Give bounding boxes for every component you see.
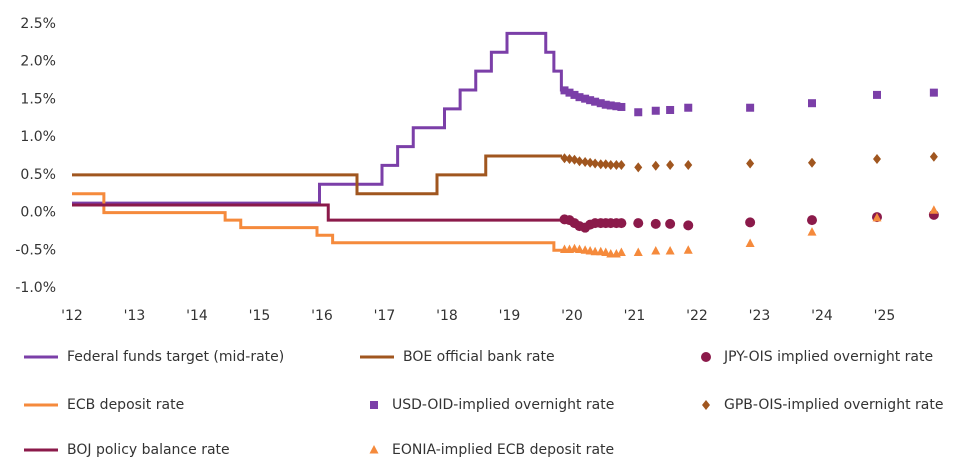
x-tick-label: '19: [499, 308, 521, 324]
marker: [746, 103, 755, 112]
y-tick-label: -0.5%: [15, 242, 56, 258]
marker: [666, 160, 675, 171]
y-tick-label: 2.5%: [20, 16, 56, 32]
marker: [929, 151, 938, 162]
marker: [616, 247, 626, 257]
marker: [665, 218, 676, 229]
marker: [634, 162, 643, 173]
marker: [807, 227, 817, 236]
marker: [666, 105, 675, 114]
x-tick-label: '17: [374, 308, 396, 324]
marker: [565, 154, 574, 165]
marker: [601, 159, 610, 170]
marker: [873, 154, 881, 165]
marker: [601, 100, 610, 109]
step-line: [72, 192, 562, 252]
marker: [745, 238, 755, 247]
marker: [370, 401, 378, 409]
marker: [581, 94, 590, 103]
marker: [650, 218, 661, 229]
x-tick-label: '21: [624, 308, 646, 324]
x-tick-label: '14: [186, 308, 208, 324]
marker: [570, 90, 579, 99]
x-tick-label: '24: [811, 308, 833, 324]
marker: [612, 102, 621, 111]
marker: [575, 244, 584, 254]
marker: [586, 157, 595, 168]
marker: [633, 218, 644, 229]
marker: [591, 97, 600, 106]
x-tick-label: '16: [311, 308, 333, 324]
marker: [617, 160, 626, 171]
marker: [601, 247, 611, 257]
marker: [684, 103, 693, 112]
marker: [873, 90, 881, 99]
marker: [651, 246, 661, 255]
marker: [560, 153, 569, 164]
marker: [702, 400, 710, 410]
marker: [683, 220, 694, 231]
x-tick-label: '20: [561, 308, 583, 324]
x-tick-label: '18: [436, 308, 458, 324]
step-line: [72, 31, 566, 205]
marker: [701, 352, 711, 362]
y-tick-label: 2.0%: [20, 54, 56, 70]
y-tick-label: 1.0%: [20, 129, 56, 145]
y-tick-label: -1.0%: [15, 280, 56, 296]
legend-label: ECB deposit rate: [67, 397, 184, 413]
x-tick-label: '23: [749, 308, 771, 324]
marker: [617, 102, 626, 111]
marker: [596, 159, 605, 170]
marker: [929, 205, 939, 214]
x-tick-label: '13: [124, 308, 146, 324]
marker: [683, 245, 693, 254]
x-tick-label: '22: [686, 308, 708, 324]
marker: [369, 445, 379, 454]
marker: [746, 158, 755, 169]
marker: [634, 108, 643, 117]
marker: [575, 156, 584, 167]
marker: [808, 99, 816, 108]
y-tick-label: 0.5%: [20, 167, 56, 183]
marker: [586, 96, 595, 105]
x-tick-label: '12: [61, 308, 83, 324]
marker: [606, 160, 615, 171]
marker: [684, 160, 693, 171]
marker: [807, 215, 817, 226]
step-line: [72, 154, 562, 196]
marker: [612, 160, 621, 171]
marker: [560, 86, 569, 95]
marker: [929, 88, 938, 97]
marker: [565, 88, 574, 97]
marker: [633, 247, 643, 257]
legend-label: EONIA-implied ECB deposit rate: [392, 442, 614, 458]
marker: [808, 157, 816, 168]
marker: [581, 157, 590, 168]
marker: [651, 160, 660, 171]
marker: [616, 218, 627, 229]
marker: [606, 249, 616, 258]
legend-label: Federal funds target (mid-rate): [67, 349, 284, 365]
marker: [606, 101, 615, 110]
marker: [665, 246, 675, 255]
legend-label: BOE official bank rate: [403, 349, 555, 365]
legend-label: GPB-OIS-implied overnight rate: [724, 397, 943, 413]
marker: [596, 99, 605, 108]
legend-label: USD-OID-implied overnight rate: [392, 397, 614, 413]
legend-label: JPY-OIS implied overnight rate: [723, 349, 933, 365]
legend-label: BOJ policy balance rate: [67, 442, 230, 458]
marker: [872, 212, 882, 222]
marker: [745, 217, 756, 228]
marker: [591, 158, 600, 169]
x-tick-label: '15: [249, 308, 271, 324]
y-tick-label: 0.0%: [20, 205, 56, 221]
y-tick-label: 1.5%: [20, 91, 56, 107]
x-tick-label: '25: [874, 308, 896, 324]
step-line: [72, 203, 562, 222]
marker: [651, 106, 660, 115]
marker: [575, 93, 584, 102]
